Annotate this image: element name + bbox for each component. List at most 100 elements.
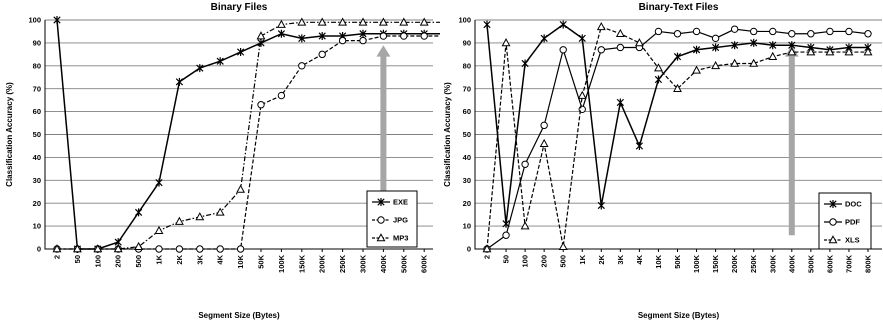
data-point-mp3 <box>72 244 82 253</box>
x-tick-label: 50 <box>73 255 82 263</box>
data-point-mp3 <box>358 17 368 26</box>
x-tick-label: 500K <box>399 254 408 273</box>
data-point-xls <box>730 58 740 67</box>
data-point-exe <box>155 178 163 187</box>
x-tick-label: 600K <box>420 254 429 273</box>
data-point-mp3 <box>154 225 164 234</box>
y-tick-label: 60 <box>463 107 471 116</box>
data-point-xls <box>863 47 873 56</box>
data-point-jpg <box>155 245 163 253</box>
data-point-exe <box>175 77 184 86</box>
data-point-doc <box>483 20 491 29</box>
data-point-xls <box>501 38 511 47</box>
data-point-exe <box>277 29 286 38</box>
y-tick-label: 50 <box>33 130 41 139</box>
data-point-pdf <box>750 27 758 36</box>
data-point-jpg <box>420 32 428 40</box>
data-point-mp3 <box>113 244 123 253</box>
data-point-jpg <box>277 91 286 100</box>
data-point-doc <box>654 75 663 84</box>
y-axis-label: Classification Accuracy (%) <box>5 82 14 187</box>
data-point-pdf <box>597 46 606 54</box>
data-point-xls <box>577 90 587 99</box>
legend-box <box>366 190 418 248</box>
legend-marker-jpg <box>377 216 385 224</box>
annotation-arrow <box>784 45 799 236</box>
data-point-doc <box>559 20 567 29</box>
y-tick-label: 70 <box>463 84 471 93</box>
x-tick-label: 400K <box>379 254 388 273</box>
data-point-mp3 <box>419 17 429 26</box>
y-tick-label: 70 <box>33 84 41 93</box>
data-point-pdf <box>711 34 720 43</box>
data-point-doc <box>616 98 624 107</box>
x-tick-label: 100 <box>521 255 530 268</box>
y-tick-label: 40 <box>463 153 471 162</box>
series-line-xls <box>486 26 868 250</box>
data-point-xls <box>615 28 625 38</box>
legend-marker-mp3 <box>376 233 386 242</box>
data-point-mp3 <box>256 31 266 40</box>
x-tick-label: 1K <box>155 254 164 264</box>
y-tick-label: 10 <box>463 222 471 231</box>
data-point-exe <box>216 57 224 66</box>
legend-box <box>818 192 872 250</box>
legend-label-jpg: JPG <box>393 216 408 225</box>
data-point-jpg <box>400 32 408 40</box>
y-tick-label: 90 <box>33 39 41 48</box>
data-point-doc <box>711 43 720 52</box>
y-tick-label: 90 <box>463 39 471 48</box>
data-point-xls <box>520 221 530 230</box>
data-point-doc <box>540 34 548 43</box>
data-point-doc <box>635 141 644 150</box>
x-tick-label: 2K <box>597 254 606 264</box>
chart-title: Binary Files <box>211 2 268 13</box>
data-point-mp3 <box>378 17 388 26</box>
data-point-doc <box>750 38 758 47</box>
x-tick-label: 10K <box>654 254 663 268</box>
data-point-pdf <box>769 27 777 36</box>
data-point-mp3 <box>174 216 184 225</box>
y-tick-label: 20 <box>33 199 41 208</box>
legend-label-doc: DOC <box>845 200 862 209</box>
y-tick-label: 30 <box>463 176 471 185</box>
x-tick-label: 100K <box>277 254 286 273</box>
legend: DOC PDF XLS <box>818 192 872 250</box>
series-doc <box>483 20 872 228</box>
chart-binary-text-files: Binary-Text Files 0 10 20 30 40 50 60 70 80 90 100 2… <box>443 2 882 320</box>
data-point-exe <box>318 32 326 41</box>
legend-label-exe: EXE <box>393 198 408 207</box>
x-tick-label: 4K <box>635 254 644 264</box>
data-point-doc <box>731 41 739 50</box>
axes <box>474 20 882 250</box>
data-point-xls <box>692 65 701 74</box>
data-point-doc <box>521 59 529 68</box>
data-point-pdf <box>616 43 625 52</box>
data-point-jpg <box>338 36 347 45</box>
legend-marker-xls <box>828 235 838 244</box>
legend-marker-doc <box>829 200 837 208</box>
data-point-exe <box>236 48 245 57</box>
x-tick-label: 3K <box>616 254 625 264</box>
data-point-xls <box>539 138 549 147</box>
x-tick-label: 600K <box>825 254 834 273</box>
legend-marker-exe <box>377 198 385 206</box>
data-point-mp3 <box>236 184 246 193</box>
legend-marker-pdf <box>829 218 837 226</box>
x-tick-label: 50K <box>673 254 682 268</box>
y-tick-label: 40 <box>33 153 41 162</box>
data-point-pdf <box>730 25 739 33</box>
x-tick-label: 250K <box>749 254 758 273</box>
data-point-jpg <box>318 50 326 59</box>
data-point-exe <box>134 208 143 217</box>
data-point-mp3 <box>297 17 307 26</box>
y-tick-label: 100 <box>28 16 41 25</box>
data-point-pdf <box>502 231 510 239</box>
series-mp3 <box>52 17 440 253</box>
data-point-pdf <box>845 27 853 36</box>
x-tick-label: 500 <box>559 255 568 268</box>
data-point-pdf <box>654 27 663 36</box>
x-tick-label: 100 <box>93 255 102 268</box>
data-point-xls <box>654 63 663 72</box>
data-point-exe <box>196 64 204 73</box>
